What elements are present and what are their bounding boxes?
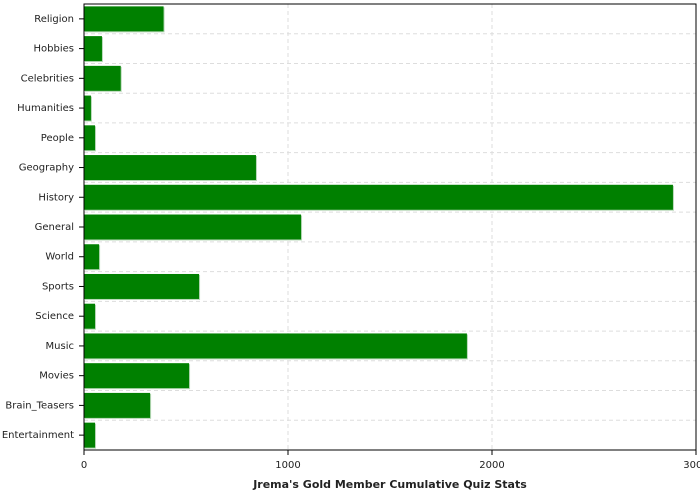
bar — [84, 392, 151, 418]
y-tick-label: Sports — [42, 281, 74, 292]
bar — [84, 303, 96, 329]
bar — [84, 214, 302, 240]
bar — [84, 422, 96, 448]
x-tick-label: 3000 — [683, 460, 700, 471]
bar — [84, 125, 96, 151]
bar — [84, 36, 102, 62]
bar — [84, 273, 200, 299]
plot-border — [83, 3, 697, 451]
bar — [84, 363, 190, 389]
y-tick-label: Movies — [39, 371, 74, 382]
bar — [84, 333, 467, 359]
y-tick-label: Celebrities — [21, 73, 74, 84]
y-tick-label: Religion — [34, 14, 74, 25]
y-tick-label: Hobbies — [34, 44, 74, 55]
bar — [84, 65, 121, 91]
y-tick-label: Brain_Teasers — [5, 400, 74, 411]
y-tick-label: General — [35, 222, 74, 233]
y-tick-label: Humanities — [17, 103, 74, 114]
y-tick-label: Music — [46, 341, 74, 352]
x-tick-label: 0 — [81, 460, 87, 471]
bar — [84, 184, 673, 210]
x-tick-label: 2000 — [479, 460, 504, 471]
y-tick-label: Geography — [19, 163, 74, 174]
x-axis-label: Jrema's Gold Member Cumulative Quiz Stat… — [252, 478, 527, 491]
y-tick-label: History — [38, 192, 74, 203]
bar — [84, 95, 91, 121]
y-tick-label: Entertainment — [2, 430, 74, 441]
x-tick-label: 1000 — [275, 460, 300, 471]
bar — [84, 6, 164, 32]
bar — [84, 155, 256, 181]
y-tick-label: People — [41, 133, 74, 144]
y-tick-label: World — [45, 252, 74, 263]
bar — [84, 244, 100, 270]
y-tick-label: Science — [35, 311, 74, 322]
